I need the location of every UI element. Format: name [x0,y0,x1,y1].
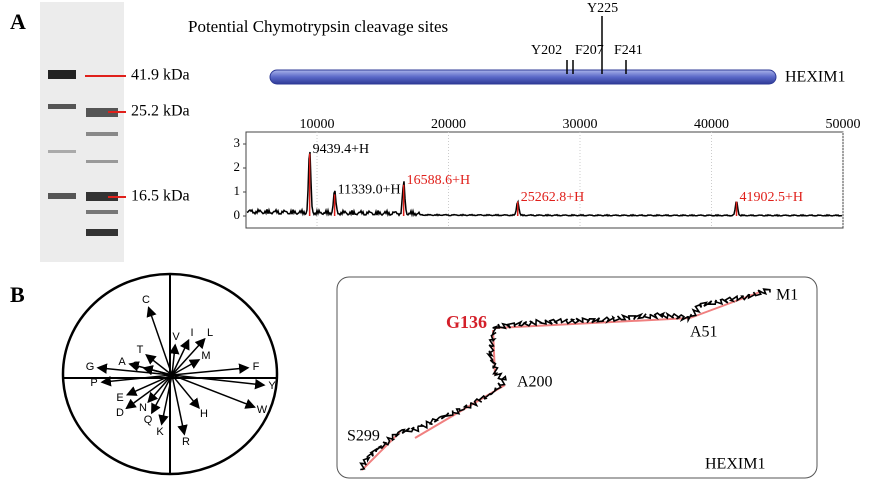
protein-bar [270,70,776,84]
vector-label: M [201,350,210,362]
peak-label: 25262.8+H [521,190,585,205]
vector-label: W [257,404,268,416]
vector-label: R [182,436,190,448]
peak-label: 16588.6+H [407,173,471,188]
site-label: F241 [614,43,643,58]
y-tick-label: 3 [234,135,241,150]
y-tick-label: 2 [234,159,241,174]
residue-label: M1 [776,287,798,304]
gel [40,2,126,262]
vector-label: Y [268,380,276,392]
site-label: Y225 [587,1,618,16]
marker-label: 41.9 kDa [131,67,190,84]
residue-label: S299 [347,428,380,445]
trace [360,289,770,470]
vector-label: K [156,426,164,438]
vector-label: V [172,331,180,343]
protein-label: HEXIM1 [785,69,845,86]
vector-label: C [142,294,150,306]
panel-letter: B [10,282,25,307]
site-label: F207 [575,43,604,58]
residue-label: G136 [446,312,487,332]
spectrum-trace [247,152,842,216]
residue-label: A200 [517,374,553,391]
x-tick-label: 30000 [563,117,598,132]
x-tick-label: 40000 [694,117,729,132]
vector-label: G [86,361,95,373]
vector-label: P [90,377,97,389]
vector-arrow [172,339,205,375]
vector-label: T [137,344,144,356]
y-tick-label: 0 [234,207,241,222]
spectrum: 10000 20000 30000 40000 50000 0 1 2 3 9439.4+H 113… [234,117,861,228]
peak-label: 41902.5+H [740,190,804,205]
figure: A B 41.9 kDa 25.2 kDa 16.5 kDa Potential… [0,0,869,480]
site-label: Y202 [531,43,562,58]
y-tick-label: 1 [234,183,241,198]
panel-letter: A [10,9,26,34]
vector-label: D [116,407,124,419]
vector-arrow [149,308,172,375]
vector-label: N [139,402,147,414]
vector-label: I [190,327,193,339]
residue-label: A51 [690,324,718,341]
vector-label: F [253,361,260,373]
vector-label: S [132,360,139,372]
protein-label: HEXIM1 [705,456,765,473]
backbone-trace [360,289,770,470]
peak-label: 11339.0+H [338,183,401,198]
marker-label: 16.5 kDa [131,188,190,205]
vector-label: H [200,408,208,420]
trace-frame [337,277,817,478]
x-tick-label: 20000 [431,117,466,132]
vector-label: Q [144,414,153,426]
peak-label: 9439.4+H [313,142,370,157]
marker-label: 25.2 kDa [131,103,190,120]
x-tick-label: 10000 [300,117,335,132]
vector-label: A [118,356,126,368]
vector-label: L [207,327,213,339]
vector-arrow [172,375,184,434]
x-tick-label: 50000 [826,117,861,132]
vector-label: E [116,392,123,404]
cleavage-title: Potential Chymotrypsin cleavage sites [188,17,448,36]
